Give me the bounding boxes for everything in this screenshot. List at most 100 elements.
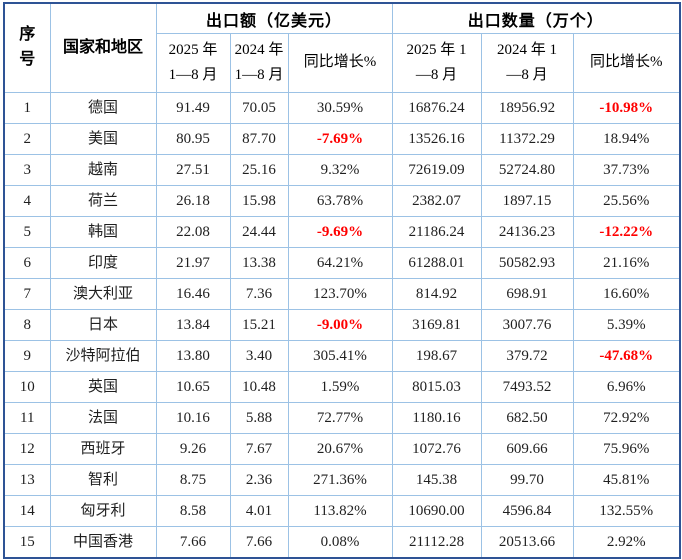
cell-export-value-2024: 4.01	[229, 495, 289, 527]
table-row: 6 印度 21.97 13.38 64.21% 61288.01 50582.93 21.16…	[3, 247, 681, 279]
cell-export-value-2024: 87.70	[229, 123, 289, 155]
cell-export-qty-2024: 609.66	[480, 433, 574, 465]
cell-export-value-growth: 305.41%	[287, 340, 393, 372]
table-row: 1 德国 91.49 70.05 30.59% 16876.24 18956.92 -10.9…	[3, 92, 681, 124]
cell-seq: 8	[3, 309, 51, 341]
table-header: 序 号 国家和地区 出口额（亿美元） 出口数量（万个） 2025 年 1—8 月…	[3, 2, 681, 93]
header-export-qty-2025: 2025 年 1 —8 月	[391, 33, 482, 93]
cell-export-qty-2025: 3169.81	[391, 309, 482, 341]
cell-export-qty-2025: 61288.01	[391, 247, 482, 279]
cell-country: 印度	[49, 247, 157, 279]
table-row: 5 韩国 22.08 24.44 -9.69% 21186.24 24136.23 -12.2…	[3, 216, 681, 248]
header-export-value-2024: 2024 年 1—8 月	[229, 33, 289, 93]
cell-export-qty-2024: 18956.92	[480, 92, 574, 124]
cell-export-value-2024: 7.36	[229, 278, 289, 310]
cell-export-qty-2024: 50582.93	[480, 247, 574, 279]
cell-seq: 6	[3, 247, 51, 279]
header-export-value-growth: 同比增长%	[287, 33, 393, 93]
cell-export-value-2025: 13.80	[155, 340, 231, 372]
cell-export-qty-2024: 99.70	[480, 464, 574, 496]
cell-export-qty-growth: 37.73%	[572, 154, 681, 186]
cell-export-value-2024: 2.36	[229, 464, 289, 496]
cell-export-qty-2024: 11372.29	[480, 123, 574, 155]
cell-export-qty-2025: 16876.24	[391, 92, 482, 124]
cell-export-qty-growth: 2.92%	[572, 526, 681, 559]
cell-seq: 5	[3, 216, 51, 248]
cell-export-qty-growth: 132.55%	[572, 495, 681, 527]
cell-export-value-2025: 26.18	[155, 185, 231, 217]
cell-export-qty-growth: -10.98%	[572, 92, 681, 124]
cell-export-qty-2025: 21112.28	[391, 526, 482, 559]
table-row: 11 法国 10.16 5.88 72.77% 1180.16 682.50 72.92%	[3, 402, 681, 434]
cell-export-value-growth: 63.78%	[287, 185, 393, 217]
cell-export-qty-growth: -47.68%	[572, 340, 681, 372]
cell-export-qty-2024: 3007.76	[480, 309, 574, 341]
cell-seq: 3	[3, 154, 51, 186]
table-row: 14 匈牙利 8.58 4.01 113.82% 10690.00 4596.84 132.5…	[3, 495, 681, 527]
cell-export-qty-growth: 6.96%	[572, 371, 681, 403]
cell-export-qty-2024: 24136.23	[480, 216, 574, 248]
cell-export-value-growth: -7.69%	[287, 123, 393, 155]
cell-export-value-2024: 7.66	[229, 526, 289, 559]
header-group-export-value: 出口额（亿美元）	[155, 2, 393, 34]
cell-export-value-growth: 72.77%	[287, 402, 393, 434]
cell-export-qty-2024: 4596.84	[480, 495, 574, 527]
cell-export-value-2025: 8.75	[155, 464, 231, 496]
cell-export-value-2025: 16.46	[155, 278, 231, 310]
cell-seq: 9	[3, 340, 51, 372]
table-row: 15 中国香港 7.66 7.66 0.08% 21112.28 20513.66 2.92%	[3, 526, 681, 559]
header-row-groups: 序 号 国家和地区 出口额（亿美元） 出口数量（万个）	[3, 2, 681, 93]
cell-export-qty-2025: 21186.24	[391, 216, 482, 248]
cell-export-value-2024: 25.16	[229, 154, 289, 186]
cell-export-qty-growth: 5.39%	[572, 309, 681, 341]
cell-seq: 10	[3, 371, 51, 403]
table-row: 13 智利 8.75 2.36 271.36% 145.38 99.70 45.81%	[3, 464, 681, 496]
header-country: 国家和地区	[49, 2, 157, 93]
cell-export-value-growth: 113.82%	[287, 495, 393, 527]
header-group-export-quantity: 出口数量（万个）	[391, 2, 681, 34]
table-row: 8 日本 13.84 15.21 -9.00% 3169.81 3007.76 5.39%	[3, 309, 681, 341]
cell-export-qty-2024: 1897.15	[480, 185, 574, 217]
cell-export-value-growth: 271.36%	[287, 464, 393, 496]
table-row: 3 越南 27.51 25.16 9.32% 72619.09 52724.80 37.73%	[3, 154, 681, 186]
cell-export-value-2025: 10.16	[155, 402, 231, 434]
cell-export-value-growth: 0.08%	[287, 526, 393, 559]
cell-export-qty-growth: 21.16%	[572, 247, 681, 279]
cell-export-value-2024: 70.05	[229, 92, 289, 124]
header-export-qty-2024: 2024 年 1 —8 月	[480, 33, 574, 93]
cell-export-qty-2025: 814.92	[391, 278, 482, 310]
header-export-qty-growth: 同比增长%	[572, 33, 681, 93]
cell-export-qty-2025: 13526.16	[391, 123, 482, 155]
cell-country: 智利	[49, 464, 157, 496]
header-seq: 序 号	[3, 2, 51, 93]
cell-export-qty-2025: 1180.16	[391, 402, 482, 434]
cell-country: 匈牙利	[49, 495, 157, 527]
cell-export-qty-2025: 2382.07	[391, 185, 482, 217]
cell-country: 越南	[49, 154, 157, 186]
cell-export-qty-2025: 145.38	[391, 464, 482, 496]
cell-export-qty-growth: 25.56%	[572, 185, 681, 217]
cell-export-value-growth: -9.69%	[287, 216, 393, 248]
cell-country: 澳大利亚	[49, 278, 157, 310]
cell-seq: 14	[3, 495, 51, 527]
cell-export-qty-2024: 379.72	[480, 340, 574, 372]
cell-country: 日本	[49, 309, 157, 341]
cell-export-value-2025: 21.97	[155, 247, 231, 279]
cell-export-value-2024: 3.40	[229, 340, 289, 372]
cell-export-value-growth: 64.21%	[287, 247, 393, 279]
cell-export-qty-2024: 20513.66	[480, 526, 574, 559]
cell-export-qty-2025: 72619.09	[391, 154, 482, 186]
cell-export-value-2025: 8.58	[155, 495, 231, 527]
cell-export-value-growth: 20.67%	[287, 433, 393, 465]
cell-export-value-2025: 80.95	[155, 123, 231, 155]
cell-seq: 13	[3, 464, 51, 496]
cell-country: 美国	[49, 123, 157, 155]
table-row: 9 沙特阿拉伯 13.80 3.40 305.41% 198.67 379.72 -47.68…	[3, 340, 681, 372]
table-row: 12 西班牙 9.26 7.67 20.67% 1072.76 609.66 75.96%	[3, 433, 681, 465]
cell-country: 荷兰	[49, 185, 157, 217]
cell-country: 沙特阿拉伯	[49, 340, 157, 372]
table-body: 1 德国 91.49 70.05 30.59% 16876.24 18956.92 -10.9…	[3, 92, 681, 559]
cell-export-qty-growth: 72.92%	[572, 402, 681, 434]
cell-export-qty-2024: 698.91	[480, 278, 574, 310]
cell-export-qty-growth: 16.60%	[572, 278, 681, 310]
